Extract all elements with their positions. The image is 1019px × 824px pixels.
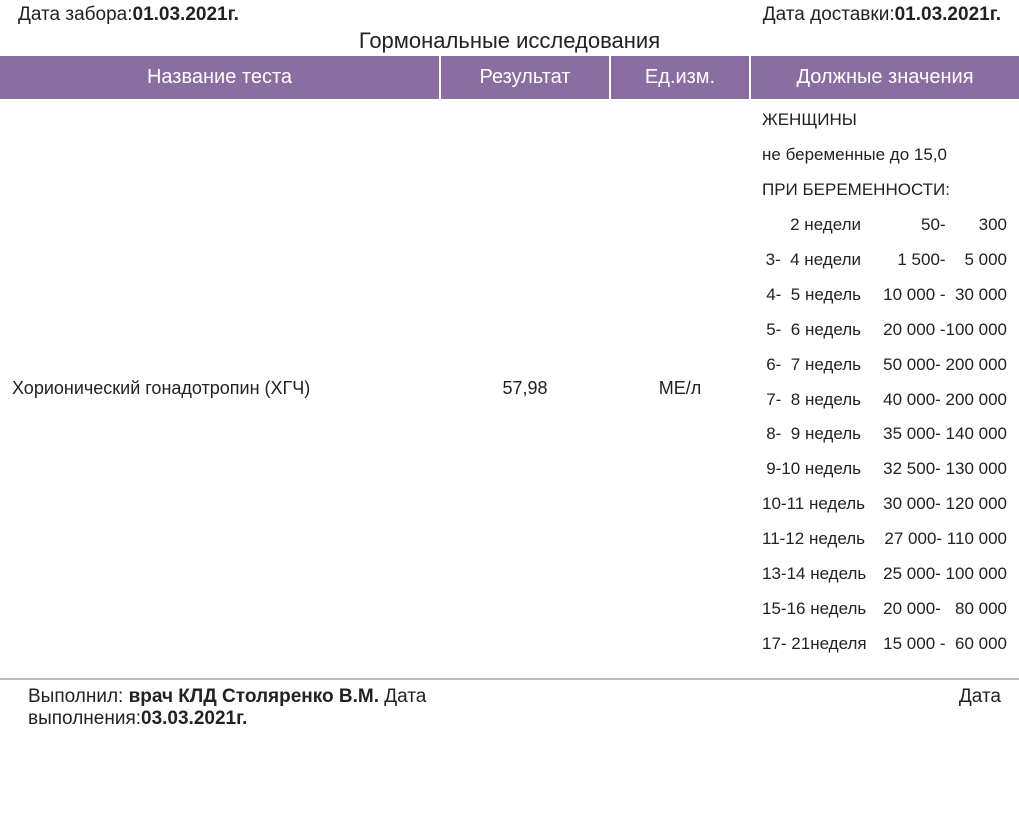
ref-pregnancy-row: 8- 9 недель35 000- 140 000 [762,423,1007,446]
footer-right: Дата [959,686,1001,730]
ref-range: 35 000- 140 000 [867,423,1007,446]
ref-pregnancy-rows: 2 недели50- 3003- 4 недели1 500- 5 0004-… [762,214,1007,656]
ref-weeks: 5- 6 недель [762,319,867,342]
ref-range: 50 000- 200 000 [867,354,1007,377]
delivery-date: Дата доставки:01.03.2021г. [763,4,1001,26]
table-header-row: Название теста Результат Ед.изм. Должные… [0,56,1019,99]
ref-range: 20 000- 80 000 [867,598,1007,621]
cell-test-name: Хорионический гонадотропин (ХГЧ) [0,99,440,678]
ref-range: 20 000 -100 000 [867,319,1007,342]
ref-weeks: 3- 4 недели [762,249,867,272]
collection-date: Дата забора:01.03.2021г. [18,4,239,26]
ref-pregnancy-row: 5- 6 недель20 000 -100 000 [762,319,1007,342]
delivery-date-value: 01.03.2021г. [895,4,1001,25]
ref-weeks: 8- 9 недель [762,423,867,446]
ref-weeks: 9-10 недель [762,458,867,481]
ref-range: 27 000- 110 000 [867,528,1007,551]
results-table: Название теста Результат Ед.изм. Должные… [0,56,1019,678]
ref-range: 32 500- 130 000 [867,458,1007,481]
dates-row: Дата забора:01.03.2021г. Дата доставки:0… [0,0,1019,26]
performed-date: 03.03.2021г. [141,708,247,729]
ref-pregnancy-row: 7- 8 недель40 000- 200 000 [762,389,1007,412]
performed-by: врач КЛД Столяренко В.М. [129,686,379,707]
ref-weeks: 4- 5 недель [762,284,867,307]
ref-pregnancy-row: 13-14 недель25 000- 100 000 [762,563,1007,586]
collection-date-value: 01.03.2021г. [133,4,239,25]
col-reference: Должные значения [750,56,1019,99]
cell-result: 57,98 [440,99,610,678]
ref-pregnancy-row: 2 недели50- 300 [762,214,1007,237]
ref-pregnancy-row: 17- 21неделя15 000 - 60 000 [762,633,1007,656]
cell-reference: ЖЕНЩИНЫ не беременные до 15,0 ПРИ БЕРЕМЕ… [750,99,1019,678]
ref-range: 10 000 - 30 000 [867,284,1007,307]
ref-weeks: 6- 7 недель [762,354,867,377]
ref-pregnancy-header: ПРИ БЕРЕМЕННОСТИ: [762,179,1007,202]
ref-pregnancy-row: 4- 5 недель10 000 - 30 000 [762,284,1007,307]
ref-range: 25 000- 100 000 [867,563,1007,586]
ref-weeks: 2 недели [762,214,867,237]
ref-weeks: 10-11 недель [762,493,867,516]
col-result: Результат [440,56,610,99]
footer-left: Выполнил: врач КЛД Столяренко В.М. Дата … [28,686,648,730]
performed-label: Выполнил: [28,686,129,707]
cell-unit: МЕ/л [610,99,750,678]
ref-non-pregnant: не беременные до 15,0 [762,144,1007,167]
ref-women-header: ЖЕНЩИНЫ [762,109,1007,132]
ref-weeks: 17- 21неделя [762,633,867,656]
ref-pregnancy-row: 10-11 недель30 000- 120 000 [762,493,1007,516]
ref-weeks: 15-16 недель [762,598,867,621]
collection-date-label: Дата забора: [18,4,133,25]
col-test-name: Название теста [0,56,440,99]
section-title: Гормональные исследования [0,28,1019,54]
ref-range: 30 000- 120 000 [867,493,1007,516]
ref-weeks: 7- 8 недель [762,389,867,412]
ref-pregnancy-row: 3- 4 недели1 500- 5 000 [762,249,1007,272]
ref-range: 15 000 - 60 000 [867,633,1007,656]
ref-range: 40 000- 200 000 [867,389,1007,412]
ref-pregnancy-row: 11-12 недель27 000- 110 000 [762,528,1007,551]
table-row: Хорионический гонадотропин (ХГЧ) 57,98 М… [0,99,1019,678]
ref-pregnancy-row: 9-10 недель32 500- 130 000 [762,458,1007,481]
ref-weeks: 11-12 недель [762,528,867,551]
ref-range: 1 500- 5 000 [867,249,1007,272]
ref-weeks: 13-14 недель [762,563,867,586]
delivery-date-label: Дата доставки: [763,4,895,25]
ref-pregnancy-row: 6- 7 недель50 000- 200 000 [762,354,1007,377]
ref-range: 50- 300 [867,214,1007,237]
ref-pregnancy-row: 15-16 недель20 000- 80 000 [762,598,1007,621]
reference-block: ЖЕНЩИНЫ не беременные до 15,0 ПРИ БЕРЕМЕ… [762,109,1007,656]
col-unit: Ед.изм. [610,56,750,99]
footer: Выполнил: врач КЛД Столяренко В.М. Дата … [0,678,1019,740]
